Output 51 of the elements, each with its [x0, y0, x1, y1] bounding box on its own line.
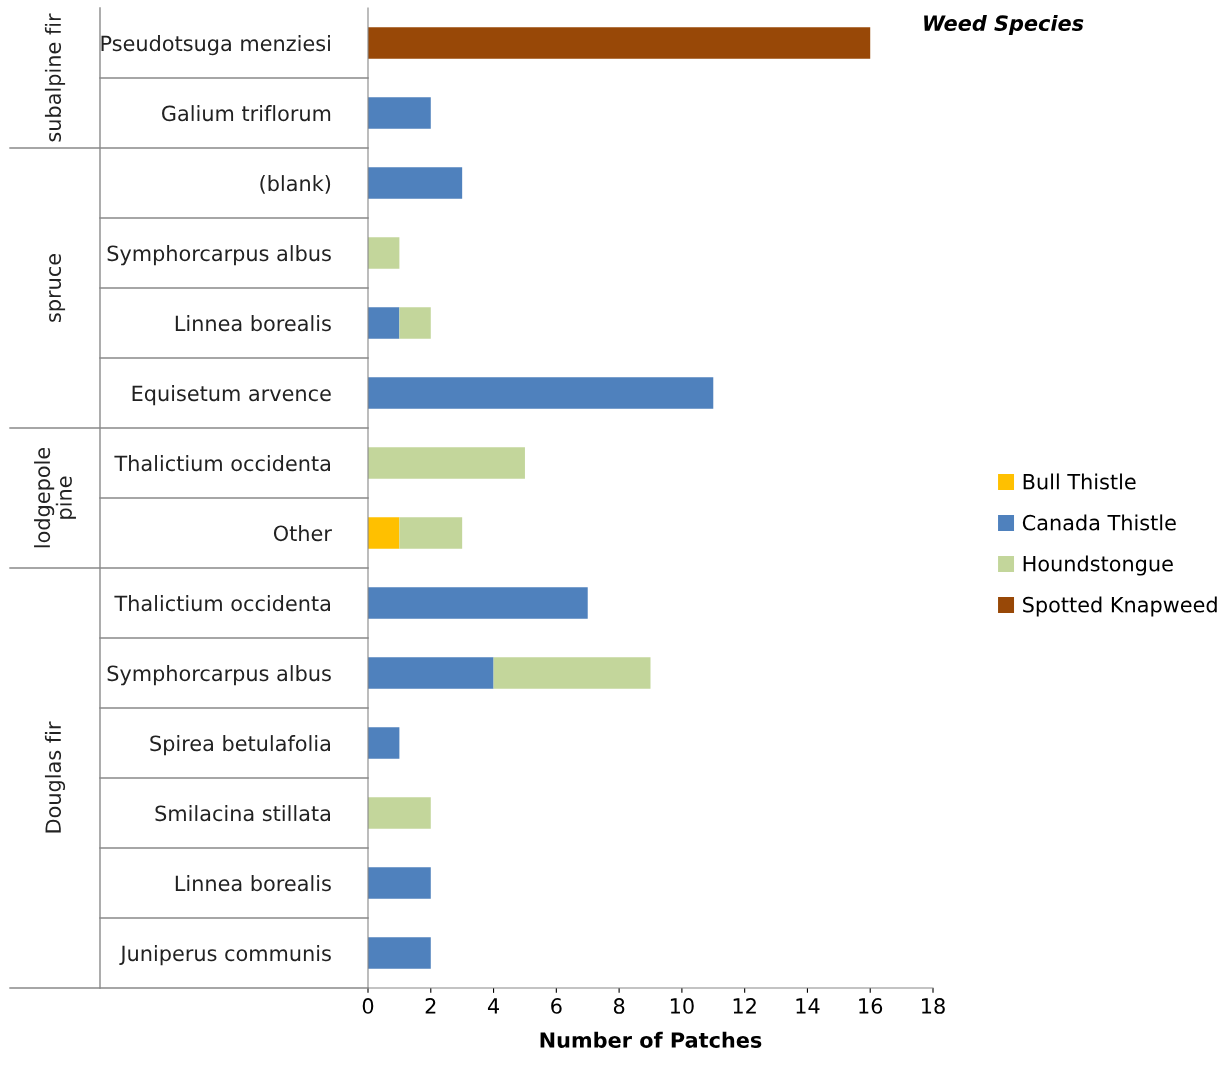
bar — [368, 517, 400, 549]
y-tick-label: Juniperus communis — [119, 945, 331, 966]
bar — [368, 307, 400, 339]
x-tick-label: 12 — [733, 998, 756, 1014]
legend-label: Spotted Knapweed — [1023, 596, 1217, 617]
bar — [368, 587, 588, 619]
legend-title: Weed Species — [924, 14, 1084, 36]
y-tick-label: Linnea borealis — [175, 315, 331, 332]
y-tick-label: Symphorcarpus albus — [107, 665, 331, 686]
legend-label: Canada Thistle — [1022, 514, 1176, 531]
bar — [368, 657, 494, 689]
y-tick-label: Galium triflorum — [162, 105, 331, 122]
bar — [368, 937, 431, 969]
bar — [368, 97, 431, 129]
y-tick-label: Pseudotsuga menziesi — [101, 35, 330, 56]
bar — [399, 517, 463, 549]
x-tick-label: 0 — [362, 998, 374, 1014]
y-tick-label: Equisetum arvence — [132, 385, 331, 406]
y-tick-label: Spirea betulafolia — [150, 735, 330, 756]
bar — [368, 727, 400, 759]
y-tick-label: Symphorcarpus albus — [107, 245, 331, 266]
y-tick-label: Other — [273, 525, 332, 542]
x-tick-label: 8 — [613, 998, 625, 1014]
y-tick-label: Thalictium occidenta — [114, 595, 330, 612]
x-tick-label: 18 — [922, 998, 945, 1014]
y-tick-label: Smilacina stillata — [155, 805, 330, 822]
legend-label: Houndstongue — [1023, 555, 1173, 576]
x-tick-label: 10 — [670, 998, 694, 1014]
x-tick-label: 4 — [487, 998, 500, 1014]
bar — [368, 167, 463, 199]
text: subalpine fir — [44, 13, 66, 142]
bar — [493, 657, 651, 689]
text: Douglas fir — [44, 721, 66, 833]
bar — [399, 307, 431, 339]
x-tick-label: 16 — [859, 998, 883, 1014]
y-tick-label: Linnea borealis — [175, 875, 331, 892]
x-tick-label: 6 — [551, 998, 562, 1014]
text: lodgepole pine — [34, 447, 76, 548]
x-axis-title: Number of Patches — [540, 1031, 762, 1048]
text: spruce — [49, 254, 66, 322]
bar — [368, 797, 431, 829]
x-tick-label: 2 — [425, 998, 436, 1014]
bar — [368, 27, 871, 59]
bar — [368, 237, 400, 269]
bar — [368, 447, 525, 479]
x-tick-label: 14 — [796, 998, 820, 1014]
legend-label: Bull Thistle — [1023, 473, 1136, 490]
y-tick-label: (blank) — [260, 175, 331, 194]
bar — [368, 377, 714, 409]
bar — [368, 867, 431, 899]
y-tick-label: Thalictium occidenta — [114, 455, 330, 472]
